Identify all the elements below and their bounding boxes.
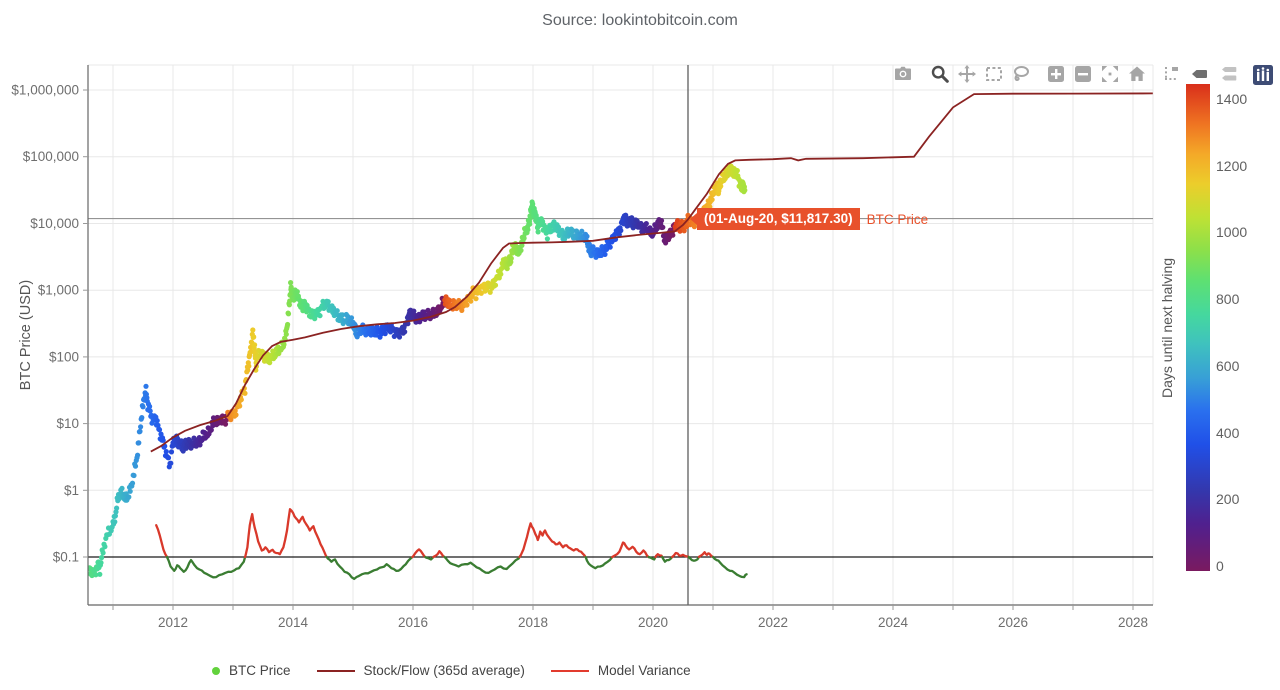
- autoscale-icon[interactable]: [1100, 64, 1120, 84]
- legend-label: Model Variance: [597, 663, 691, 678]
- colorbar-tick-label: 1000: [1216, 224, 1248, 240]
- colorbar-gradient: [1186, 84, 1210, 571]
- svg-text:2022: 2022: [758, 615, 788, 630]
- legend-item-btc-price[interactable]: BTC Price: [212, 663, 291, 678]
- hover-series-label: BTC Price: [866, 211, 929, 227]
- hover-spike-lines: [88, 65, 1153, 605]
- svg-text:2014: 2014: [278, 615, 309, 630]
- colorbar-tick-label: 1200: [1216, 158, 1248, 174]
- svg-text:$100: $100: [49, 349, 79, 364]
- svg-text:2026: 2026: [998, 615, 1028, 630]
- svg-text:2018: 2018: [518, 615, 548, 630]
- camera-icon[interactable]: [893, 64, 913, 84]
- hover-tooltip: (01-Aug-20, $11,817.30) BTC Price: [690, 207, 928, 231]
- stock-flow-line: [150, 92, 1153, 453]
- tooltip-arrow-icon: [690, 213, 697, 225]
- axis-lines: [87, 65, 1153, 606]
- hover-compare-icon[interactable]: [1218, 64, 1238, 84]
- legend-item-stock-flow[interactable]: Stock/Flow (365d average): [316, 663, 525, 678]
- y-axis-title: BTC Price (USD): [18, 280, 34, 390]
- zoom-icon[interactable]: [930, 64, 950, 84]
- chart-legend: BTC Price Stock/Flow (365d average) Mode…: [212, 663, 691, 678]
- plotly-logo-icon[interactable]: [1252, 64, 1276, 85]
- toggle-spikelines-icon[interactable]: [1160, 64, 1180, 84]
- legend-item-model-variance[interactable]: Model Variance: [550, 663, 691, 678]
- colorbar-tick-label: 600: [1216, 358, 1240, 374]
- lasso-select-icon[interactable]: [1011, 64, 1031, 84]
- model-variance-line: [155, 508, 748, 581]
- svg-text:$0.1: $0.1: [53, 550, 79, 565]
- x-axis-tick-labels: 2012 2014 2016 2018 2020 2022 2024 2026 2028: [158, 615, 1148, 630]
- colorbar-tick-label: 800: [1216, 291, 1240, 307]
- svg-text:2028: 2028: [1118, 615, 1148, 630]
- svg-text:$100,000: $100,000: [23, 149, 79, 164]
- svg-text:2016: 2016: [398, 615, 428, 630]
- btc-price-scatter: [88, 163, 748, 579]
- gridlines: [88, 64, 1154, 605]
- colorbar-tick-label: 200: [1216, 491, 1240, 507]
- legend-label: Stock/Flow (365d average): [363, 663, 525, 678]
- box-select-icon[interactable]: [984, 64, 1004, 84]
- axis-tick-marks: [83, 89, 1134, 610]
- svg-text:$10,000: $10,000: [30, 216, 79, 231]
- svg-text:$1: $1: [64, 483, 79, 498]
- svg-text:2012: 2012: [158, 615, 188, 630]
- colorbar-tick-label: 1400: [1216, 91, 1248, 107]
- hover-closest-icon[interactable]: [1189, 64, 1209, 84]
- svg-text:2024: 2024: [878, 615, 909, 630]
- svg-text:$1,000: $1,000: [38, 283, 79, 298]
- zoom-out-icon[interactable]: [1073, 64, 1093, 84]
- y-axis-tick-labels: $1,000,000 $100,000 $10,000 $1,000 $100 $10 $1…: [11, 83, 79, 565]
- hover-tooltip-label: (01-Aug-20, $11,817.30): [697, 208, 860, 230]
- svg-text:2020: 2020: [638, 615, 668, 630]
- colorbar-title: Days until next halving: [1159, 257, 1175, 398]
- model-variance-line-icon: [550, 669, 589, 672]
- legend-label: BTC Price: [229, 663, 291, 678]
- pan-icon[interactable]: [957, 64, 977, 84]
- zoom-in-icon[interactable]: [1046, 64, 1066, 84]
- colorbar-tick-label: 400: [1216, 425, 1240, 441]
- colorbar-tick-label: 0: [1216, 558, 1224, 574]
- stock-flow-line-icon: [316, 669, 355, 672]
- svg-text:$10: $10: [56, 416, 79, 431]
- page-title: Source: lookintobitcoin.com: [542, 12, 738, 29]
- btc-price-marker-icon: [212, 666, 220, 675]
- reset-axes-home-icon[interactable]: [1127, 64, 1147, 84]
- svg-text:$1,000,000: $1,000,000: [11, 83, 79, 98]
